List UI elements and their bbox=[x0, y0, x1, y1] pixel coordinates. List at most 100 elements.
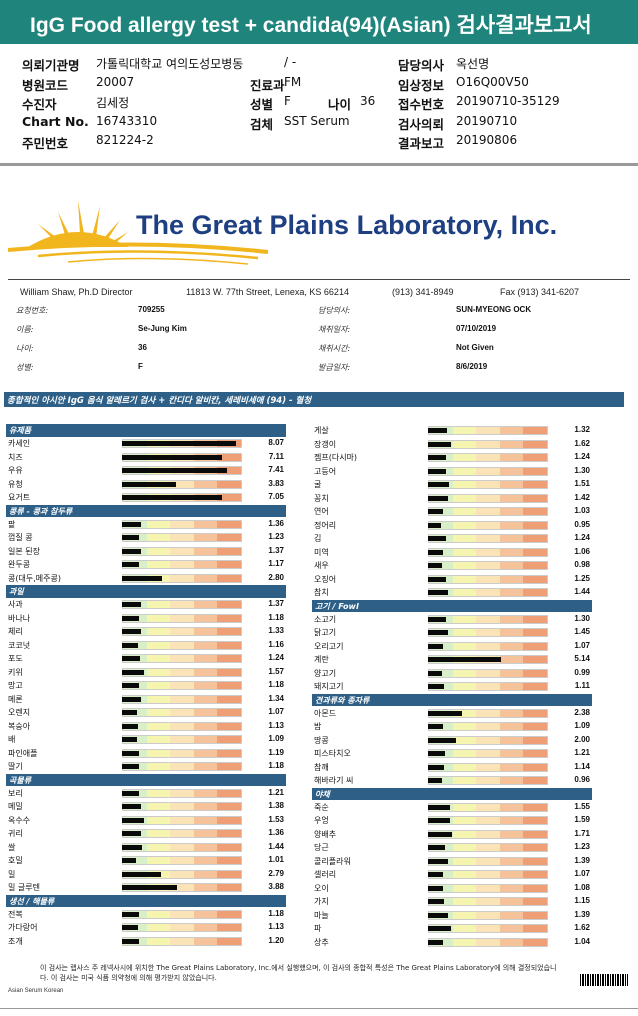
food-name: 오렌지 bbox=[8, 708, 31, 717]
scale-band bbox=[476, 427, 500, 434]
scale-band bbox=[452, 844, 477, 851]
category-header: 과일 bbox=[6, 585, 286, 598]
scale-band bbox=[217, 534, 241, 541]
scale-band bbox=[523, 817, 547, 824]
scale-band bbox=[217, 641, 241, 649]
value-bar bbox=[122, 737, 138, 742]
food-value: 1.16 bbox=[268, 639, 284, 649]
scale-band bbox=[523, 898, 547, 905]
food-row: 계란 5.14 bbox=[312, 653, 592, 667]
food-value: 1.07 bbox=[574, 869, 590, 878]
scale-band bbox=[193, 682, 218, 689]
info-label: 의뢰기관명 bbox=[22, 58, 80, 73]
scale-track bbox=[122, 909, 242, 919]
value-bar bbox=[428, 616, 447, 622]
food-row: 치즈 7.11 bbox=[6, 451, 286, 465]
food-name: 미역 bbox=[314, 547, 329, 557]
scale-band bbox=[193, 910, 218, 918]
scale-band bbox=[476, 898, 500, 905]
value-bar bbox=[122, 911, 139, 917]
food-name: 배 bbox=[8, 735, 16, 744]
scale-band bbox=[499, 844, 524, 851]
scale-track bbox=[122, 681, 242, 690]
food-value: 1.18 bbox=[268, 761, 284, 770]
value-bar bbox=[428, 563, 442, 568]
food-row: 배 1.09 bbox=[6, 733, 286, 747]
category-header: 콩류 - 콩과 참두류 bbox=[6, 504, 286, 517]
category-header: 견과류와 종자류 bbox=[312, 693, 592, 706]
scale-track bbox=[428, 507, 548, 516]
food-name: 보리 bbox=[8, 788, 23, 798]
value-bar bbox=[428, 764, 445, 770]
scale-band bbox=[193, 789, 218, 797]
scale-band bbox=[523, 615, 547, 623]
food-value: 7.11 bbox=[268, 451, 284, 461]
value-bar bbox=[122, 925, 138, 930]
food-value: 1.71 bbox=[574, 828, 590, 838]
scale-band bbox=[523, 548, 547, 556]
info-label: 검체 bbox=[250, 116, 274, 132]
value-bar bbox=[122, 750, 139, 756]
scale-band bbox=[217, 480, 241, 488]
food-row: 밤 1.09 bbox=[312, 720, 592, 734]
food-row: 포도 1.24 bbox=[6, 652, 286, 666]
scale-band bbox=[193, 803, 218, 810]
scale-band bbox=[217, 682, 241, 689]
info-label: 진료과 bbox=[250, 77, 285, 93]
scale-band bbox=[523, 427, 547, 434]
food-row: 호밀 1.01 bbox=[6, 854, 286, 868]
scale-track bbox=[428, 668, 548, 678]
scale-band bbox=[146, 803, 171, 810]
scale-band bbox=[499, 642, 524, 650]
info-value: 821224-2 bbox=[96, 133, 154, 147]
scale-track bbox=[122, 708, 242, 717]
scale-band bbox=[476, 938, 500, 946]
scale-track bbox=[428, 682, 548, 691]
scale-band bbox=[476, 548, 500, 556]
scale-track bbox=[428, 937, 548, 947]
footnote: 이 검사는 랩사스 주 레넥사시에 위치한 The Great Plains L… bbox=[40, 964, 557, 982]
scale-band bbox=[217, 614, 241, 622]
scale-band bbox=[452, 803, 477, 811]
food-value: 1.42 bbox=[574, 492, 590, 502]
food-value: 1.34 bbox=[268, 693, 284, 703]
scale-band bbox=[193, 655, 218, 662]
food-name: 밀 bbox=[8, 869, 16, 879]
scale-band bbox=[476, 562, 500, 569]
age-value: 36 bbox=[360, 94, 376, 108]
scale-band bbox=[452, 830, 477, 838]
food-value: 1.37 bbox=[268, 599, 284, 608]
report-title-bar: IgG Food allergy test + candida(94)(Asia… bbox=[0, 0, 638, 44]
scale-band bbox=[523, 629, 547, 636]
scale-band bbox=[170, 520, 194, 528]
patient-label: 나이: bbox=[16, 344, 34, 353]
food-name: 굴 bbox=[314, 480, 322, 489]
food-row: 보리 1.21 bbox=[6, 787, 286, 801]
scale-band bbox=[217, 870, 241, 878]
food-value: 1.04 bbox=[574, 936, 590, 946]
food-name: 참깨 bbox=[314, 762, 329, 772]
food-row: 쌀 1.44 bbox=[6, 841, 286, 855]
food-value: 1.37 bbox=[268, 545, 284, 555]
food-value: 1.17 bbox=[268, 559, 284, 568]
value-bar bbox=[428, 495, 449, 501]
scale-band bbox=[193, 749, 218, 757]
scale-band bbox=[523, 857, 547, 865]
scale-band bbox=[170, 709, 194, 716]
food-name: 가지 bbox=[314, 897, 329, 906]
scale-band bbox=[523, 844, 547, 851]
scale-band bbox=[476, 615, 500, 623]
value-bar bbox=[428, 845, 446, 850]
scale-band bbox=[499, 575, 524, 583]
scale-band bbox=[170, 803, 194, 810]
value-bar bbox=[428, 670, 442, 676]
scale-band bbox=[499, 884, 524, 892]
patient-label: 이름: bbox=[16, 325, 34, 334]
scale-band bbox=[499, 521, 524, 529]
food-row: 양고기 0.99 bbox=[312, 667, 592, 681]
value-bar bbox=[122, 804, 142, 809]
info-value: 김세정 bbox=[96, 96, 130, 110]
scale-band bbox=[523, 589, 547, 596]
food-value: 1.19 bbox=[268, 747, 284, 757]
scale-band bbox=[476, 669, 500, 677]
